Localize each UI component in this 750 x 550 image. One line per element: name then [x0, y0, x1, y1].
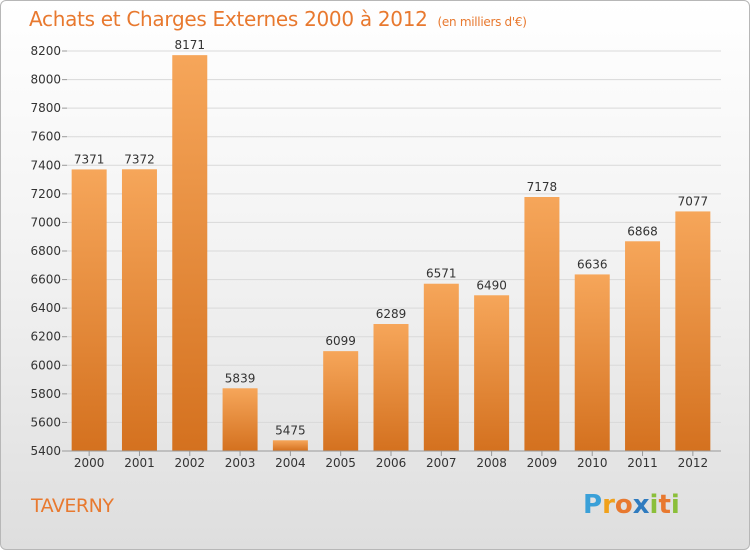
x-tick-label: 2007 — [426, 456, 457, 470]
bars — [71, 55, 711, 452]
data-label: 8171 — [174, 38, 205, 52]
bar — [172, 55, 208, 452]
x-tick-label: 2002 — [174, 456, 205, 470]
logo-letter: P — [583, 490, 603, 520]
y-tick-label: 7600 — [30, 130, 61, 144]
y-tick-label: 7400 — [30, 158, 61, 172]
logo-letter: i — [649, 490, 659, 520]
x-tick-label: 2001 — [124, 456, 155, 470]
bar — [222, 388, 258, 451]
bar — [625, 241, 661, 451]
logo-letter: o — [614, 490, 633, 520]
y-tick-label: 6400 — [30, 301, 61, 315]
data-label: 5475 — [275, 423, 306, 437]
logo-letter: i — [670, 490, 680, 520]
y-tick-label: 6000 — [30, 358, 61, 372]
bar — [423, 283, 459, 451]
bar — [272, 440, 308, 451]
proxiti-logo[interactable]: Proxiti — [583, 490, 680, 520]
x-axis-ticks: 2000 2001 2002 2003 2004 2005 2006 2007 2008 2009… — [74, 451, 708, 470]
data-label: 6289 — [376, 307, 407, 321]
y-tick-label: 8000 — [30, 73, 61, 87]
logo-letter: x — [632, 490, 650, 520]
y-tick-label: 5400 — [30, 444, 61, 458]
y-tick-label: 7000 — [30, 215, 61, 229]
data-label: 6099 — [325, 334, 356, 348]
data-label: 5839 — [225, 371, 256, 385]
y-tick-label: 8200 — [30, 44, 61, 58]
y-tick-label: 7800 — [30, 101, 61, 115]
logo-letter: t — [658, 490, 671, 520]
x-tick-label: 2011 — [627, 456, 658, 470]
chart-title-text: Achats et Charges Externes 2000 à 2012 — [29, 7, 428, 31]
bar — [373, 324, 409, 451]
x-tick-label: 2000 — [74, 456, 105, 470]
bar — [524, 197, 560, 451]
bar — [71, 169, 107, 451]
chart-title: Achats et Charges Externes 2000 à 2012 (e… — [29, 7, 527, 31]
data-label: 6636 — [577, 257, 608, 271]
y-axis-ticks: 5400 5600 5800 6000 6200 6400 6600 6800 7000 7200… — [30, 44, 67, 458]
y-tick-label: 6200 — [30, 330, 61, 344]
data-label: 7077 — [678, 194, 709, 208]
x-tick-label: 2012 — [678, 456, 709, 470]
data-label: 7371 — [74, 152, 105, 166]
data-label: 6868 — [627, 224, 658, 238]
y-tick-label: 6600 — [30, 273, 61, 287]
x-tick-label: 2010 — [577, 456, 608, 470]
logo-letter: r — [602, 490, 615, 520]
y-tick-label: 6800 — [30, 244, 61, 258]
bar — [323, 351, 359, 451]
data-label: 7372 — [124, 152, 155, 166]
bar — [121, 169, 157, 452]
data-labels: 7371 7372 8171 5839 5475 6099 6289 6571 6490 7178… — [74, 38, 708, 437]
x-tick-label: 2004 — [275, 456, 306, 470]
x-tick-label: 2003 — [225, 456, 256, 470]
data-label: 7178 — [527, 180, 558, 194]
data-label: 6490 — [476, 278, 507, 292]
y-tick-label: 7200 — [30, 187, 61, 201]
chart-unit: (en milliers d'€) — [437, 15, 527, 29]
bar — [574, 274, 610, 451]
data-label: 6571 — [426, 267, 457, 281]
x-tick-label: 2005 — [325, 456, 356, 470]
y-tick-label: 5800 — [30, 387, 61, 401]
town-name: TAVERNY — [31, 495, 114, 517]
bar — [675, 211, 711, 451]
x-tick-label: 2009 — [527, 456, 558, 470]
y-tick-label: 5600 — [30, 415, 61, 429]
x-tick-label: 2008 — [476, 456, 507, 470]
bar — [474, 295, 510, 451]
x-tick-label: 2006 — [376, 456, 407, 470]
